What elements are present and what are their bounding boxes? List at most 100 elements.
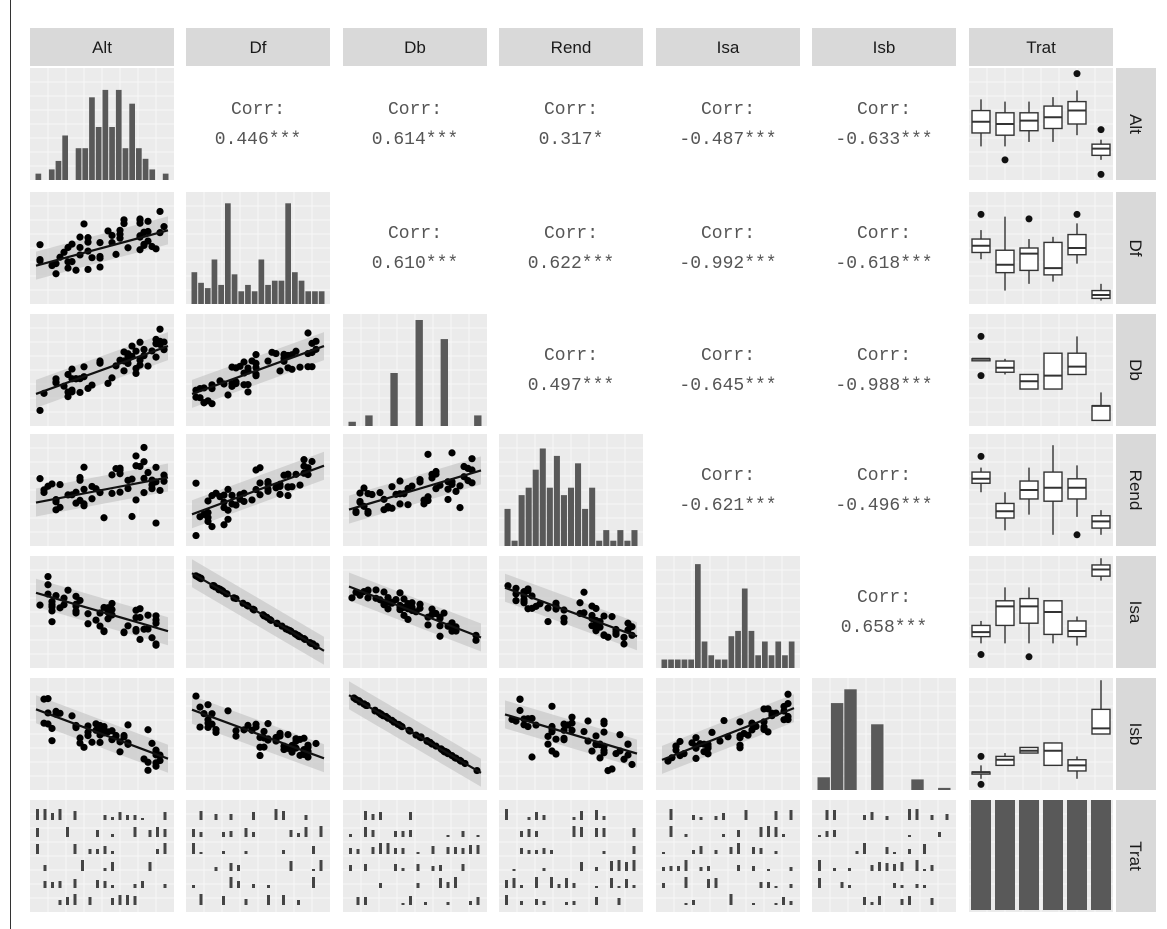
facet-hist-bar	[707, 879, 710, 888]
scatter-point	[704, 750, 712, 758]
scatter-point	[236, 362, 244, 370]
facet-hist-bar	[379, 812, 382, 820]
facet-hist-bar	[148, 862, 152, 871]
facet-hist-bar	[416, 883, 420, 888]
hist-bar-isb	[830, 703, 844, 790]
facet-hist-bar	[222, 832, 225, 837]
corr-label-df-rend: Corr:	[544, 224, 598, 244]
corr-value-db-rend: 0.497***	[528, 376, 614, 396]
scatter-point	[364, 594, 372, 602]
hist-bar-isa	[768, 655, 775, 668]
scatter-point	[284, 470, 292, 478]
scatter-point	[396, 589, 404, 597]
facet-hist-bar	[893, 864, 896, 871]
scatter-point	[348, 594, 356, 602]
scatter-point	[380, 506, 388, 514]
scatter-point	[132, 625, 140, 634]
scatter-point	[212, 728, 220, 737]
hist-bar-isb	[817, 777, 830, 790]
scatter-point	[76, 473, 84, 482]
scatter-point	[568, 719, 576, 727]
scatter-point	[624, 740, 632, 748]
corr-value-db-isb: -0.988***	[835, 376, 932, 396]
corr-label-alt-isa: Corr:	[701, 100, 755, 120]
scatter-point	[52, 379, 60, 387]
facet-hist-bar	[319, 826, 323, 837]
scatter-point	[296, 751, 304, 759]
scatter-point	[88, 254, 96, 262]
scatter-point	[132, 452, 140, 460]
scatter-point	[416, 478, 424, 486]
scatter-point	[120, 216, 128, 224]
facet-hist-bar	[535, 831, 538, 837]
regression-line	[348, 694, 482, 774]
panel-db-isb-bg	[812, 314, 956, 426]
scatter-point	[600, 728, 608, 736]
facet-hist-bar	[915, 809, 919, 820]
boxplot-outlier	[1097, 170, 1105, 178]
facet-hist-bar	[825, 810, 829, 820]
facet-hist-bar	[43, 809, 47, 820]
scatter-point	[156, 756, 164, 765]
scatter-point	[104, 379, 112, 388]
regression-line	[504, 713, 638, 755]
hist-bar-rend	[518, 495, 525, 546]
facet-hist-bar	[386, 843, 390, 854]
scatter-point	[136, 356, 144, 364]
regression-line	[191, 708, 325, 760]
scatter-point	[560, 618, 568, 626]
facet-hist-bar	[617, 886, 621, 888]
facet-hist-bar	[699, 867, 703, 871]
facet-hist-bar	[476, 897, 480, 905]
facet-hist-bar	[416, 852, 420, 854]
facet-hist-bar	[431, 866, 435, 871]
facet-hist-bar	[103, 881, 107, 888]
facet-hist-bar	[789, 884, 793, 888]
scatter-point	[88, 738, 96, 746]
facet-hist-bar	[527, 829, 531, 837]
facet-hist-bar	[580, 827, 583, 837]
scatter-point	[400, 611, 408, 619]
row-strip-trat	[1116, 800, 1156, 912]
scatter-point	[156, 325, 164, 333]
scatter-point	[104, 728, 112, 736]
scatter-point	[744, 731, 752, 739]
facet-hist-bar	[677, 866, 680, 871]
scatter-point	[56, 709, 64, 717]
facet-hist-bar	[252, 812, 255, 820]
hist-bar-rend	[596, 540, 603, 546]
facet-hist-bar	[632, 828, 636, 837]
hist-bar-isb	[911, 779, 924, 790]
facet-hist-bar	[900, 862, 904, 871]
scatter-point	[252, 723, 260, 731]
hist-bar-alt	[142, 158, 149, 180]
facet-hist-bar	[737, 843, 740, 854]
scatter-point	[300, 734, 308, 742]
scatter-point	[276, 729, 284, 737]
facet-hist-bar	[229, 814, 233, 820]
hist-bar-df	[238, 291, 245, 304]
boxplot-outlier	[977, 372, 985, 380]
scatter-point	[120, 733, 128, 741]
scatter-point	[192, 531, 200, 540]
scatter-point	[132, 496, 140, 504]
corr-label-alt-isb: Corr:	[857, 100, 911, 120]
scatter-point	[304, 741, 312, 749]
facet-hist-bar	[602, 828, 606, 837]
hist-bar-rend	[539, 448, 546, 546]
facet-hist-bar	[364, 811, 367, 820]
facet-hist-bar	[767, 882, 770, 888]
regression-line	[35, 591, 169, 633]
facet-hist-bar	[356, 849, 360, 854]
regression-line	[35, 708, 169, 760]
facet-hist-bar	[96, 830, 99, 837]
scatter-point	[48, 618, 56, 626]
hist-bar-rend	[603, 530, 610, 546]
scatter-point	[600, 631, 608, 639]
hist-bar-isa	[715, 659, 721, 668]
facet-hist-bar	[349, 834, 352, 837]
facet-hist-bar	[312, 877, 315, 888]
facet-hist-bar	[699, 817, 703, 820]
boxplot-outlier	[1025, 215, 1033, 223]
facet-hist-bar	[595, 828, 598, 837]
